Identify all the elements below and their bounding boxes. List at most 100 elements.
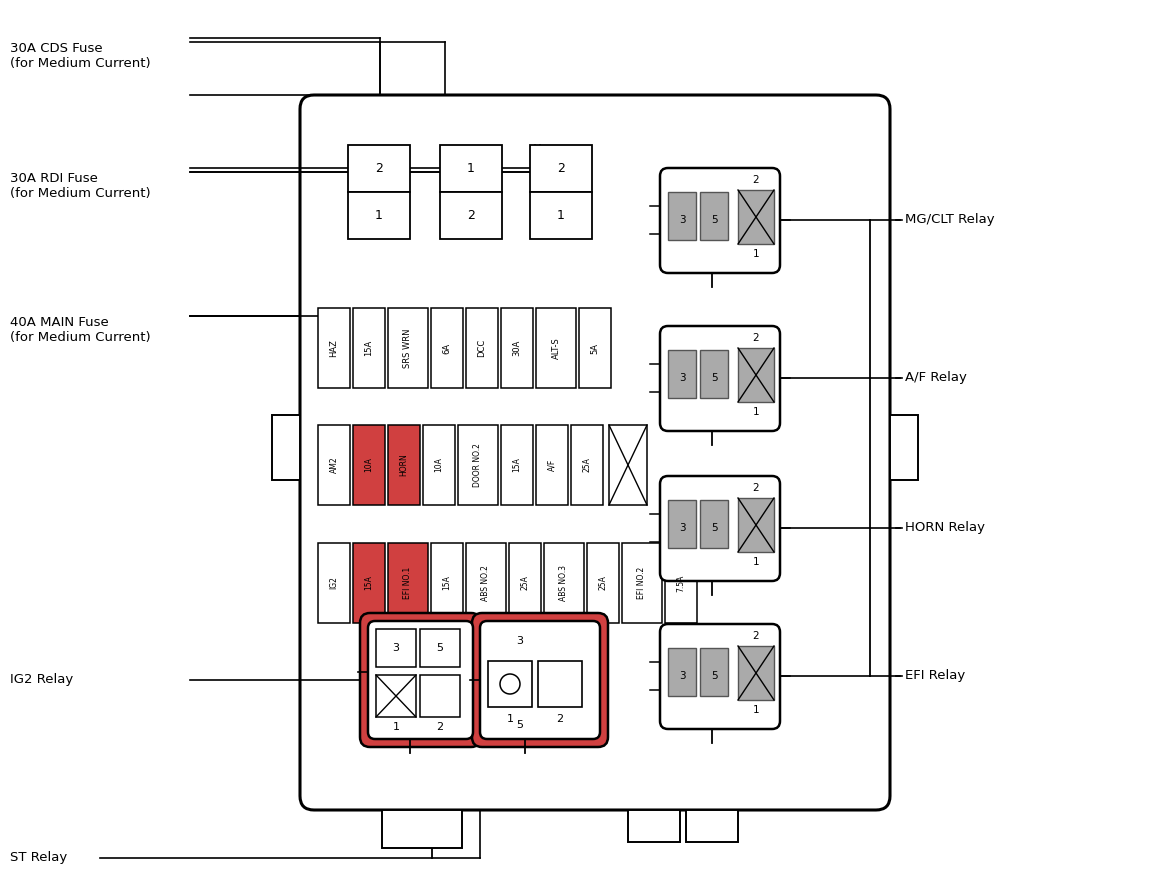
Text: ABS NO.3: ABS NO.3 — [560, 565, 568, 601]
Bar — [467, 308, 498, 388]
Bar — [318, 308, 350, 388]
Text: 2: 2 — [752, 175, 759, 185]
Text: 10A: 10A — [434, 458, 444, 472]
Bar — [700, 500, 728, 548]
Text: 25A: 25A — [599, 576, 607, 590]
Text: 3: 3 — [393, 643, 400, 653]
Bar — [501, 425, 533, 505]
Bar — [318, 425, 350, 505]
Text: 15A: 15A — [364, 576, 373, 590]
Text: IG2 Relay: IG2 Relay — [10, 673, 74, 687]
Bar — [420, 629, 460, 667]
Text: 25A: 25A — [583, 458, 591, 472]
Bar — [685, 810, 738, 842]
Bar — [536, 425, 568, 505]
Bar — [348, 192, 410, 239]
Text: 15A: 15A — [364, 340, 373, 356]
Text: 1: 1 — [467, 162, 475, 175]
Bar — [738, 190, 774, 244]
Text: A/F Relay: A/F Relay — [905, 372, 967, 384]
FancyBboxPatch shape — [480, 621, 600, 739]
Bar — [536, 308, 576, 388]
Bar — [348, 145, 410, 192]
Text: 7.5A: 7.5A — [676, 574, 685, 592]
Bar — [382, 810, 462, 848]
Bar — [458, 425, 498, 505]
Bar — [488, 661, 532, 707]
Text: 2: 2 — [752, 483, 759, 493]
Text: 1: 1 — [752, 705, 759, 715]
Text: 5: 5 — [516, 720, 523, 730]
Text: 3: 3 — [679, 671, 685, 681]
Text: 6A: 6A — [442, 342, 452, 353]
Text: A/F: A/F — [547, 459, 556, 471]
Text: 1: 1 — [393, 722, 400, 732]
Bar — [544, 543, 584, 623]
Text: ABS NO.2: ABS NO.2 — [482, 565, 491, 601]
Text: 15A: 15A — [513, 458, 522, 472]
Bar — [440, 145, 502, 192]
Bar — [388, 425, 420, 505]
Text: 15A: 15A — [442, 576, 452, 590]
Bar — [388, 308, 429, 388]
Text: 30A RDI Fuse
(for Medium Current): 30A RDI Fuse (for Medium Current) — [10, 172, 151, 200]
Bar — [353, 543, 385, 623]
Text: 2: 2 — [558, 162, 564, 175]
Text: 5: 5 — [711, 215, 718, 225]
Bar — [388, 543, 429, 623]
Bar — [571, 425, 602, 505]
Bar — [420, 675, 460, 717]
FancyBboxPatch shape — [367, 621, 473, 739]
Text: 2: 2 — [467, 209, 475, 222]
Text: 2: 2 — [556, 714, 563, 724]
Text: EFI Relay: EFI Relay — [905, 670, 965, 682]
Text: 1: 1 — [507, 714, 514, 724]
Bar — [501, 308, 533, 388]
Bar — [440, 192, 502, 239]
Text: 2: 2 — [376, 162, 382, 175]
Text: 40A MAIN Fuse
(for Medium Current): 40A MAIN Fuse (for Medium Current) — [10, 316, 151, 344]
Text: 1: 1 — [752, 407, 759, 417]
Text: EFI NO.1: EFI NO.1 — [403, 567, 412, 599]
FancyBboxPatch shape — [472, 613, 608, 747]
Bar — [509, 543, 541, 623]
Bar — [668, 350, 696, 398]
Text: DCC: DCC — [477, 339, 486, 357]
Text: DOOR NO.2: DOOR NO.2 — [473, 443, 483, 487]
Bar — [530, 145, 592, 192]
Text: HORN: HORN — [400, 453, 409, 477]
Text: 1: 1 — [558, 209, 564, 222]
Bar — [588, 543, 619, 623]
Bar — [738, 348, 774, 402]
Bar — [272, 415, 300, 480]
Text: 5: 5 — [711, 523, 718, 533]
Text: 3: 3 — [679, 373, 685, 383]
Text: 10A: 10A — [364, 458, 373, 472]
Text: 2: 2 — [437, 722, 444, 732]
Text: EFI NO.2: EFI NO.2 — [637, 567, 646, 599]
Bar — [423, 425, 455, 505]
Text: MG/CLT Relay: MG/CLT Relay — [905, 214, 994, 226]
Bar — [353, 308, 385, 388]
Text: 3: 3 — [679, 523, 685, 533]
Bar — [890, 415, 918, 480]
Bar — [668, 500, 696, 548]
Text: 5: 5 — [711, 671, 718, 681]
Bar — [700, 192, 728, 240]
Bar — [628, 810, 680, 842]
Bar — [431, 543, 463, 623]
Bar — [318, 543, 350, 623]
Text: 1: 1 — [376, 209, 382, 222]
FancyBboxPatch shape — [359, 613, 482, 747]
Text: 5: 5 — [437, 643, 444, 653]
Bar — [622, 543, 662, 623]
Bar — [738, 646, 774, 700]
Bar — [665, 543, 697, 623]
Text: 3: 3 — [679, 215, 685, 225]
Text: 30A CDS Fuse
(for Medium Current): 30A CDS Fuse (for Medium Current) — [10, 42, 151, 70]
Bar — [668, 192, 696, 240]
FancyBboxPatch shape — [300, 95, 890, 810]
Text: 2: 2 — [752, 333, 759, 343]
FancyBboxPatch shape — [660, 326, 780, 431]
Text: 1: 1 — [752, 557, 759, 567]
